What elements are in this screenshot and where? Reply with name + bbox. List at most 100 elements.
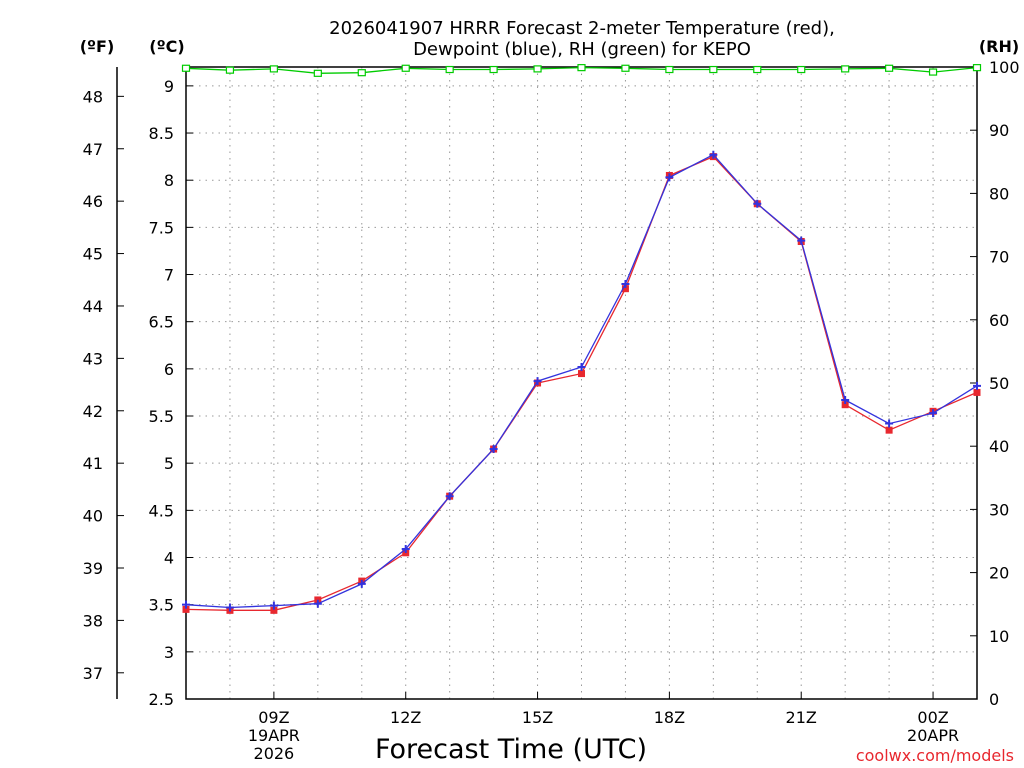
rh-tick-label: 0 <box>989 690 999 709</box>
rh-point <box>928 68 938 76</box>
rh-point <box>445 65 454 74</box>
x-tick-label: 12Z <box>390 708 421 727</box>
rh-tick-label: 100 <box>989 58 1020 77</box>
rh-point <box>401 64 410 72</box>
celsius-tick-label: 7 <box>164 266 174 285</box>
fahrenheit-tick-label: 41 <box>83 454 103 473</box>
grid-lines <box>186 67 977 699</box>
rh-tick-label: 40 <box>989 437 1009 456</box>
celsius-tick-label: 9 <box>164 77 174 96</box>
celsius-tick-label: 5 <box>164 454 174 473</box>
dewpoint-point <box>489 445 498 454</box>
fahrenheit-tick-label: 47 <box>83 140 103 159</box>
celsius-tick-label: 2.5 <box>149 690 174 709</box>
dewpoint-point <box>973 381 981 390</box>
fahrenheit-tick-label: 40 <box>83 507 103 526</box>
rh-point <box>753 65 762 74</box>
rh-point <box>885 64 894 72</box>
dewpoint-point <box>225 603 234 612</box>
fahrenheit-tick-label: 45 <box>83 245 103 264</box>
temperature-point <box>270 606 278 614</box>
rh-point <box>665 65 674 74</box>
temperature-point <box>182 605 190 613</box>
temperature-point <box>578 370 585 378</box>
rh-tick-label: 90 <box>989 121 1009 140</box>
dewpoint-point <box>885 419 894 428</box>
chart-title-line2: Dewpoint (blue), RH (green) for KEPO <box>413 39 751 60</box>
fahrenheit-tick-label: 46 <box>83 192 103 211</box>
celsius-tick-label: 6 <box>164 360 174 379</box>
rh-point <box>225 66 235 74</box>
celsius-tick-label: 4 <box>164 549 174 568</box>
rh-point <box>313 69 322 77</box>
dewpoint-point <box>665 173 674 182</box>
dewpoint-point <box>357 579 366 588</box>
x-tick-label: 18Z <box>654 708 685 727</box>
rh-point <box>577 64 586 72</box>
dewpoint-point <box>929 409 938 418</box>
fahrenheit-tick-label: 44 <box>83 297 103 316</box>
rh-tick-label: 10 <box>989 627 1009 646</box>
celsius-tick-label: 5.5 <box>149 407 174 426</box>
dewpoint-point <box>445 492 454 501</box>
dewpoint-point <box>753 199 762 208</box>
dewpoint-point <box>401 545 410 554</box>
temperature-point <box>885 426 893 434</box>
rh-point <box>357 69 366 77</box>
fahrenheit-tick-label: 43 <box>83 349 103 368</box>
celsius-tick-label: 6.5 <box>149 313 174 332</box>
fahrenheit-tick-label: 38 <box>83 611 103 630</box>
dewpoint-point <box>841 395 850 404</box>
celsius-tick-label: 4.5 <box>149 501 174 520</box>
dewpoint-line <box>185 153 978 609</box>
rh-point <box>797 65 806 74</box>
fahrenheit-tick-label: 39 <box>83 559 103 578</box>
rh-unit-label: (RH) <box>979 37 1019 56</box>
celsius-tick-label: 3 <box>164 643 174 662</box>
dewpoint-point <box>709 150 718 159</box>
x-tick-label: 00Z <box>917 708 948 727</box>
fahrenheit-unit-label: (ºF) <box>80 37 115 56</box>
dewpoint-point <box>313 599 322 608</box>
rh-point <box>489 65 498 74</box>
series-layer <box>181 64 982 614</box>
rh-tick-label: 20 <box>989 564 1009 583</box>
rh-point <box>841 65 850 73</box>
temperature-point <box>973 388 981 396</box>
dewpoint-point <box>533 377 542 386</box>
rh-tick-label: 70 <box>989 248 1009 267</box>
celsius-tick-label: 8 <box>164 171 174 190</box>
temperature-point <box>621 285 629 293</box>
rh-tick-label: 80 <box>989 184 1009 203</box>
rh-point <box>181 64 191 72</box>
dewpoint-point <box>621 279 630 288</box>
chart-title-line1: 2026041907 HRRR Forecast 2-meter Tempera… <box>329 18 835 39</box>
x-tick-label: 09Z <box>258 708 289 727</box>
celsius-tick-label: 3.5 <box>149 596 174 615</box>
x-axis-label: Forecast Time (UTC) <box>375 734 647 765</box>
fahrenheit-tick-label: 42 <box>83 402 103 421</box>
celsius-tick-label: 8.5 <box>149 124 174 143</box>
x-tick-label: 2026 <box>254 744 295 763</box>
rh-point <box>269 65 278 73</box>
credit-link[interactable]: coolwx.com/models <box>856 746 1014 765</box>
tick-labels: 2.5 3 3.5 4 4.5 5 5.5 6 6.5 7 7.5 8 8.5 9 37 38 39 40 41 42… <box>83 58 1020 763</box>
rh-point <box>621 64 630 72</box>
rh-point <box>709 65 718 74</box>
rh-point <box>972 64 982 72</box>
dewpoint-point <box>269 601 278 610</box>
temperature-point <box>841 401 849 409</box>
rh-point <box>533 65 542 73</box>
x-tick-label: 15Z <box>522 708 553 727</box>
x-tick-label: 20APR <box>907 726 959 745</box>
chart-title: 2026041907 HRRR Forecast 2-meter Tempera… <box>329 18 835 60</box>
rh-tick-label: 60 <box>989 311 1009 330</box>
rh-tick-label: 30 <box>989 500 1009 519</box>
rh-tick-label: 50 <box>989 374 1009 393</box>
dewpoint-point <box>182 600 190 609</box>
dewpoint-point <box>797 236 806 245</box>
fahrenheit-tick-label: 48 <box>83 87 103 106</box>
celsius-unit-label: (ºC) <box>149 37 184 56</box>
dewpoint-point <box>577 362 586 371</box>
